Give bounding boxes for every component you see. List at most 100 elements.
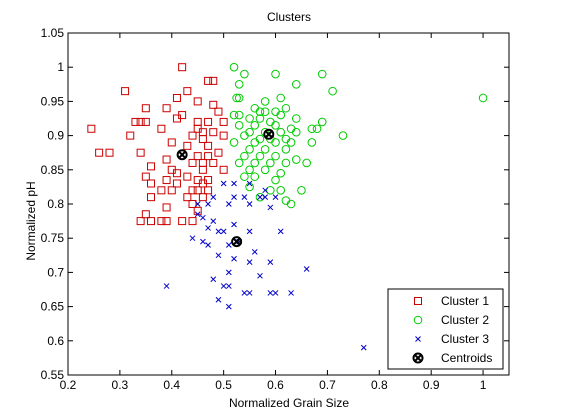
cluster-3-point: [225, 269, 232, 276]
cluster-2-point: [266, 186, 275, 195]
cluster-2-point: [245, 144, 254, 154]
cluster-3-point: [215, 252, 222, 259]
cluster-1-point: [214, 107, 223, 116]
cluster-2-point: [302, 158, 311, 168]
cluster-1-point: [172, 179, 181, 188]
cluster-2-point: [297, 186, 306, 195]
cluster-2-point: [260, 97, 270, 106]
cluster-2-point: [229, 110, 239, 120]
cluster-1-point: [178, 217, 187, 226]
cluster-2-point: [266, 158, 275, 168]
cluster-1-point: [141, 117, 150, 126]
data-points: [87, 62, 488, 351]
legend-entry: Cluster 2: [413, 313, 489, 327]
cluster-1-point: [183, 87, 192, 96]
y-tick-label: 0.8: [47, 197, 64, 211]
legend-box: [387, 288, 504, 370]
cluster-2-point: [234, 121, 244, 130]
cluster-1-point: [147, 193, 156, 202]
cluster-2-point: [276, 127, 286, 137]
cluster-2-point: [291, 80, 301, 89]
cluster-1-point: [147, 162, 156, 171]
y-axis-label: Normalized pH: [24, 181, 38, 260]
y-tick-label: 0.9: [47, 129, 64, 143]
cluster-2-point: [271, 138, 280, 147]
cluster-2-point: [234, 158, 244, 168]
cluster-1-point: [209, 100, 218, 109]
cluster-3-point: [220, 228, 227, 235]
axis-ticks: 0.2 0.3 0.4 0.5 0.6 0.7 0.8 0.9 1 0.55 0.6 0.65 0.7 0…: [41, 26, 509, 392]
cluster-2-point: [260, 165, 270, 175]
cluster-2-point: [232, 93, 241, 103]
cluster-1-point: [198, 165, 207, 174]
cluster-1-point: [157, 124, 166, 133]
cluster-1-point: [136, 117, 145, 126]
cluster-3-point: [231, 194, 237, 201]
legend-entry: Centroids: [412, 351, 492, 365]
cluster-1-point: [198, 179, 207, 188]
cluster-3-point: [200, 214, 206, 221]
cluster-1-point: [105, 148, 114, 157]
legend-marker: [412, 352, 424, 364]
cluster-1-point: [183, 172, 192, 181]
cluster-2-point: [240, 172, 249, 181]
cluster-3-point: [246, 290, 253, 296]
centroid-point: [176, 149, 188, 161]
centroid-point: [263, 128, 275, 140]
cluster-1-point: [178, 111, 187, 120]
cluster-3-point: [215, 296, 222, 303]
cluster-2-point: [255, 114, 265, 123]
y-tick-label: 1: [57, 60, 64, 74]
cluster-2-point: [250, 172, 260, 181]
cluster-2-point: [234, 93, 244, 103]
cluster-2-point: [307, 124, 317, 134]
cluster-3-point: [246, 228, 253, 235]
cluster-3-point: [267, 259, 274, 265]
cluster-1-point: [219, 117, 228, 126]
cluster-1-point: [178, 63, 187, 72]
cluster-3-point: [189, 235, 196, 242]
cluster-1-point: [121, 87, 130, 96]
cluster-1-point: [141, 172, 150, 181]
cluster-2-point: [281, 158, 291, 168]
cluster-2-point: [245, 165, 254, 175]
cluster-3-point: [246, 259, 253, 265]
legend-label: Cluster 1: [441, 294, 489, 308]
cluster-2-point: [245, 114, 254, 123]
cluster-3-point: [360, 344, 367, 351]
cluster-3-point: [241, 194, 248, 201]
cluster-2-point: [276, 110, 286, 120]
cluster-1-point: [162, 104, 171, 113]
cluster-2-point: [255, 107, 265, 116]
x-tick-label: 0.9: [423, 378, 440, 392]
cluster-1-point: [162, 203, 171, 212]
cluster-3-point: [225, 201, 232, 207]
centroid-point: [231, 236, 243, 248]
legend-label: Cluster 2: [441, 313, 489, 327]
cluster-1-point: [188, 186, 197, 195]
legend-label: Centroids: [441, 351, 492, 365]
cluster-3-point: [210, 194, 217, 201]
cluster-3-point: [205, 201, 211, 207]
cluster-3-point: [257, 272, 263, 279]
cluster-2-point: [240, 69, 249, 79]
cluster-3-point: [163, 283, 170, 289]
cluster-2-point: [276, 168, 286, 178]
cluster-2-point: [281, 144, 291, 154]
cluster-2-point: [338, 131, 348, 140]
cluster-3-point: [205, 225, 211, 231]
cluster-1-point: [188, 158, 197, 167]
x-tick-label: 1: [480, 378, 487, 392]
cluster-1-point: [157, 217, 166, 226]
cluster-3-point: [303, 266, 310, 272]
cluster-2-point: [291, 155, 301, 164]
series-cluster-2: [229, 62, 488, 209]
cluster-3-point: [272, 290, 279, 296]
cluster-2-point: [291, 114, 301, 123]
cluster-1-point: [167, 186, 176, 195]
cluster-1-point: [126, 131, 135, 140]
cluster-3-point: [288, 290, 294, 296]
cluster-1-point: [183, 193, 192, 202]
y-tick-label: 1.05: [41, 26, 65, 40]
